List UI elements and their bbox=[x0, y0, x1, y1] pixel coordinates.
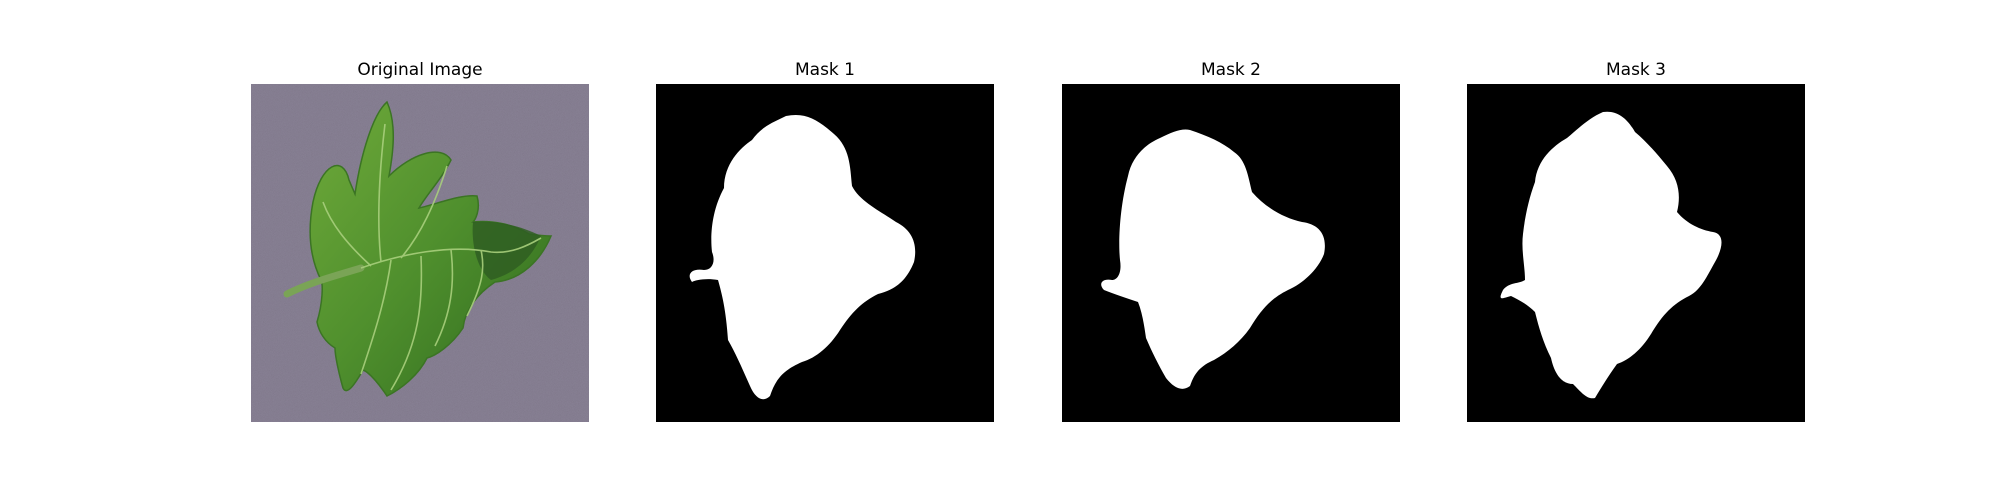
original-image bbox=[251, 84, 589, 422]
mask-1 bbox=[656, 84, 994, 422]
original-image-panel: Original Image bbox=[251, 58, 589, 422]
mask-2-region bbox=[1101, 129, 1325, 389]
leaf-photo bbox=[251, 84, 589, 422]
mask-3-title: Mask 3 bbox=[1605, 60, 1666, 80]
original-image-title: Original Image bbox=[357, 60, 483, 80]
mask-3-region bbox=[1500, 111, 1722, 399]
mask-2-image bbox=[1062, 84, 1400, 422]
mask-3 bbox=[1467, 84, 1805, 422]
leaf bbox=[309, 100, 553, 397]
mask-1-region bbox=[689, 114, 916, 400]
leaf-stem bbox=[283, 264, 365, 298]
mask-1-image bbox=[656, 84, 994, 422]
mask-3-image bbox=[1467, 84, 1805, 422]
mask-2-title: Mask 2 bbox=[1200, 60, 1261, 80]
leaf-veins bbox=[322, 123, 542, 391]
mask-1-title: Mask 1 bbox=[794, 60, 855, 80]
mask-2 bbox=[1062, 84, 1400, 422]
mask-1-panel: Mask 1 bbox=[656, 58, 994, 422]
mask-3-panel: Mask 3 bbox=[1467, 58, 1805, 422]
mask-2-panel: Mask 2 bbox=[1062, 58, 1400, 422]
